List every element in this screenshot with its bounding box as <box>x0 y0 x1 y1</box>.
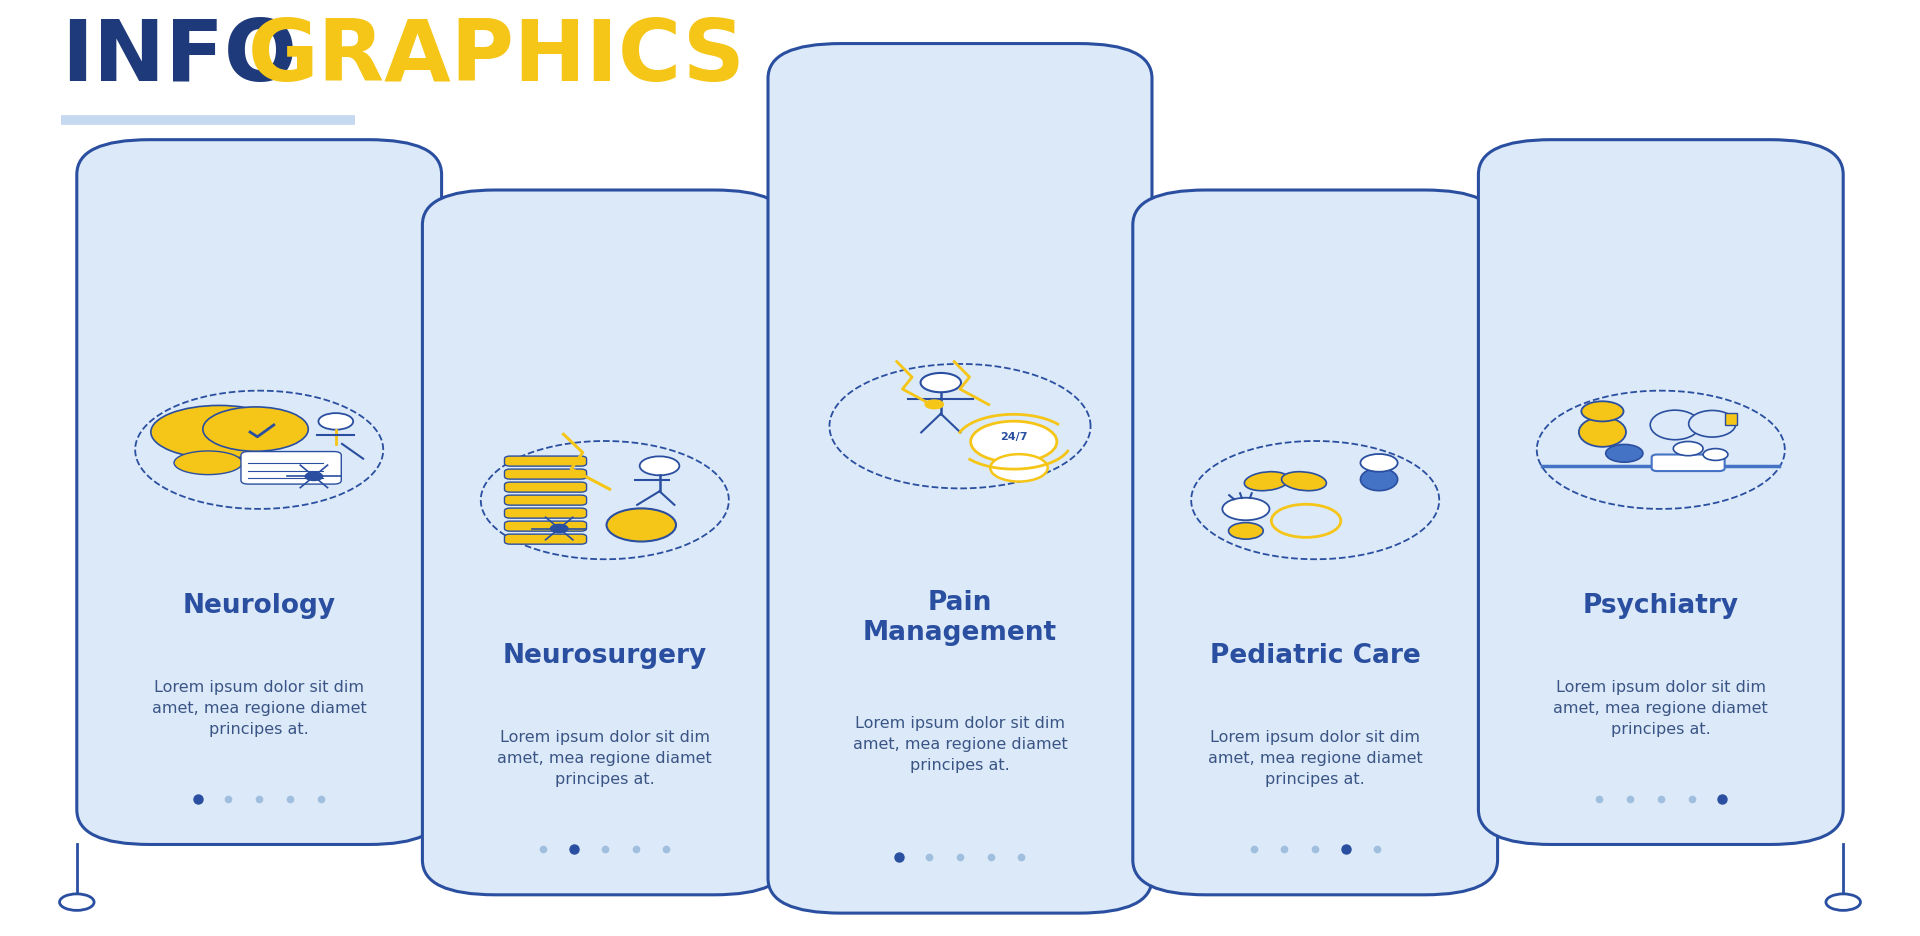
Ellipse shape <box>152 406 288 460</box>
Text: Pain
Management: Pain Management <box>862 590 1058 646</box>
Circle shape <box>1605 445 1644 462</box>
FancyBboxPatch shape <box>77 140 442 844</box>
Circle shape <box>1703 449 1728 461</box>
Text: GRAPHICS: GRAPHICS <box>248 17 745 99</box>
Circle shape <box>991 455 1048 482</box>
FancyBboxPatch shape <box>1133 191 1498 895</box>
Circle shape <box>607 509 676 542</box>
Circle shape <box>1223 498 1269 520</box>
Text: Lorem ipsum dolor sit dim
amet, mea regione diamet
principes at.: Lorem ipsum dolor sit dim amet, mea regi… <box>1208 729 1423 786</box>
Text: INFO: INFO <box>61 17 298 99</box>
Circle shape <box>319 414 353 431</box>
FancyBboxPatch shape <box>505 457 588 467</box>
Circle shape <box>551 525 568 534</box>
FancyBboxPatch shape <box>1651 455 1724 472</box>
Ellipse shape <box>1578 417 1626 447</box>
Circle shape <box>1361 455 1398 473</box>
Text: Lorem ipsum dolor sit dim
amet, mea regione diamet
principes at.: Lorem ipsum dolor sit dim amet, mea regi… <box>152 679 367 736</box>
Text: Psychiatry: Psychiatry <box>1582 592 1740 618</box>
FancyBboxPatch shape <box>1478 140 1843 844</box>
Circle shape <box>60 894 94 911</box>
Ellipse shape <box>1690 411 1736 438</box>
Circle shape <box>1672 442 1703 456</box>
Circle shape <box>1826 894 1860 911</box>
Circle shape <box>920 373 962 393</box>
FancyBboxPatch shape <box>768 45 1152 914</box>
FancyBboxPatch shape <box>422 191 787 895</box>
Circle shape <box>1582 402 1624 422</box>
Circle shape <box>1229 523 1263 539</box>
Ellipse shape <box>175 451 242 475</box>
Circle shape <box>972 422 1056 462</box>
Text: Lorem ipsum dolor sit dim
amet, mea regione diamet
principes at.: Lorem ipsum dolor sit dim amet, mea regi… <box>1553 679 1768 736</box>
Text: Pediatric Care: Pediatric Care <box>1210 642 1421 668</box>
FancyBboxPatch shape <box>505 470 588 479</box>
Text: Neurosurgery: Neurosurgery <box>503 642 707 668</box>
Text: Neurology: Neurology <box>182 592 336 618</box>
Text: Lorem ipsum dolor sit dim
amet, mea regione diamet
principes at.: Lorem ipsum dolor sit dim amet, mea regi… <box>497 729 712 786</box>
Text: Lorem ipsum dolor sit dim
amet, mea regione diamet
principes at.: Lorem ipsum dolor sit dim amet, mea regi… <box>852 715 1068 772</box>
FancyBboxPatch shape <box>505 483 588 492</box>
Ellipse shape <box>1649 411 1699 440</box>
FancyBboxPatch shape <box>505 508 588 519</box>
FancyBboxPatch shape <box>505 534 588 545</box>
Ellipse shape <box>1281 472 1327 491</box>
Circle shape <box>305 473 323 481</box>
FancyBboxPatch shape <box>242 452 342 485</box>
Ellipse shape <box>204 407 309 452</box>
Ellipse shape <box>1244 472 1288 491</box>
Text: 24/7: 24/7 <box>1000 431 1027 442</box>
FancyBboxPatch shape <box>505 521 588 532</box>
Circle shape <box>925 401 943 409</box>
Ellipse shape <box>1361 469 1398 491</box>
Circle shape <box>639 457 680 475</box>
FancyBboxPatch shape <box>505 495 588 505</box>
